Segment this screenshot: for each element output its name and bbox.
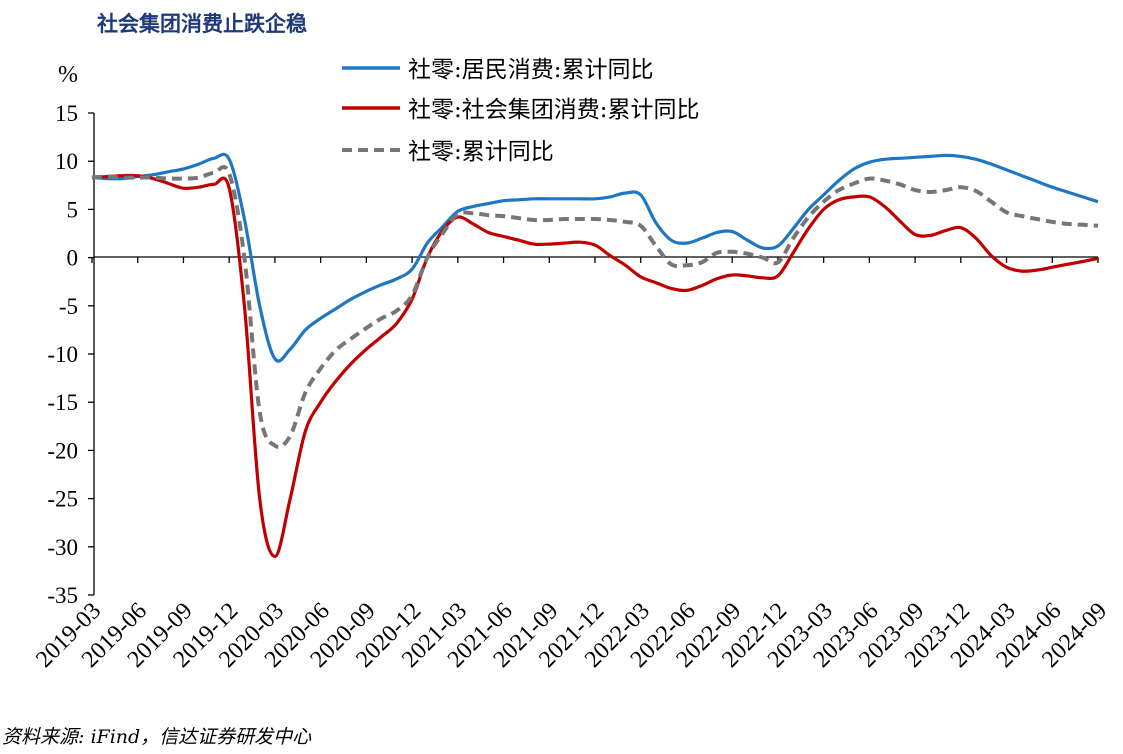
legend-label-3: 社零:累计同比 [408, 139, 554, 165]
y-tick-label: -30 [47, 535, 78, 560]
y-tick-label: -25 [47, 487, 78, 512]
chart-title: 社会集团消费止跌企稳 [97, 11, 307, 36]
y-axis-unit-label: % [58, 62, 78, 88]
series-lines [91, 152, 1099, 558]
axes: 151050-5-10-15-20-25-30-35%2019-032019-0… [31, 62, 1112, 673]
legend-label-1: 社零:居民消费:累计同比 [408, 57, 654, 83]
series-line-3 [91, 165, 1099, 449]
series-line-1 [91, 152, 1099, 363]
y-tick-label: 5 [67, 197, 79, 222]
y-tick-label: -5 [59, 294, 78, 319]
y-tick-label: 0 [67, 246, 79, 271]
y-tick-label: 15 [55, 101, 78, 126]
y-tick-label: -10 [47, 342, 78, 367]
series-line-2 [91, 173, 1099, 558]
source-note: 资料来源: iFind，信达证券研发中心 [2, 726, 312, 748]
y-tick-label: -20 [47, 438, 78, 463]
y-tick-label: -35 [47, 583, 78, 608]
y-tick-label: -15 [47, 390, 78, 415]
legend-label-2: 社零:社会集团消费:累计同比 [408, 97, 700, 123]
y-tick-label: 10 [55, 149, 78, 174]
